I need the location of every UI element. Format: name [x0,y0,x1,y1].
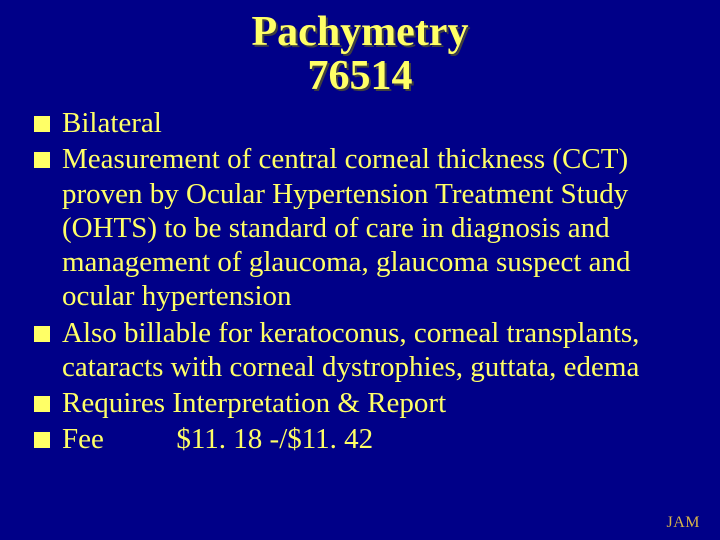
list-item: Measurement of central corneal thickness… [28,142,692,313]
list-item: Bilateral [28,106,692,140]
bullet-list: Bilateral Measurement of central corneal… [28,106,692,456]
slide-title: Pachymetry 76514 [128,10,592,98]
list-item: Fee $11. 18 -/$11. 42 [28,422,692,456]
list-item: Also billable for keratoconus, corneal t… [28,316,692,384]
footer-initials: JAM [666,514,700,532]
slide: Pachymetry 76514 Bilateral Measurement o… [0,0,720,540]
title-line-1: Pachymetry [128,10,592,54]
title-line-2: 76514 [128,54,592,98]
list-item: Requires Interpretation & Report [28,386,692,420]
